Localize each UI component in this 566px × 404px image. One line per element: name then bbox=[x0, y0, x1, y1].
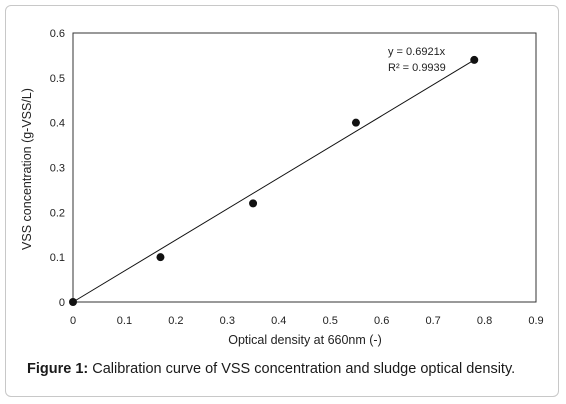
x-tick-label: 0 bbox=[70, 315, 76, 327]
data-point bbox=[69, 298, 77, 306]
y-tick-label: 0.3 bbox=[50, 163, 65, 175]
y-tick-label: 0 bbox=[59, 297, 65, 309]
caption-text: Calibration curve of VSS concentration a… bbox=[88, 361, 516, 377]
y-tick-label: 0.4 bbox=[50, 118, 65, 130]
trendline bbox=[72, 59, 475, 303]
x-tick-label: 0.9 bbox=[528, 315, 543, 327]
x-tick-label: 0.7 bbox=[425, 315, 440, 327]
caption-label: Figure 1: bbox=[27, 361, 89, 377]
y-axis-title: VSS concentration (g-VSS/L) bbox=[20, 88, 34, 250]
x-axis-title: Optical density at 660nm (-) bbox=[228, 333, 382, 347]
plot-area bbox=[72, 32, 537, 303]
y-tick-label: 0.1 bbox=[50, 252, 65, 264]
data-point bbox=[470, 55, 479, 64]
x-tick-label: 0.4 bbox=[271, 315, 286, 327]
figure-caption: Figure 1: Calibration curve of VSS conce… bbox=[27, 361, 557, 377]
trendline-equation: y = 0.6921x bbox=[388, 46, 446, 58]
data-point bbox=[351, 118, 360, 127]
x-tick-label: 0.2 bbox=[168, 315, 183, 327]
trendline-r2: R² = 0.9939 bbox=[388, 62, 446, 74]
x-tick-label: 0.8 bbox=[477, 315, 492, 327]
y-tick-label: 0.6 bbox=[50, 28, 65, 40]
x-tick-label: 0.1 bbox=[117, 315, 132, 327]
data-point bbox=[156, 253, 165, 262]
x-tick-label: 0.6 bbox=[374, 315, 389, 327]
data-point bbox=[249, 199, 258, 208]
x-tick-label: 0.5 bbox=[323, 315, 338, 327]
figure-frame bbox=[5, 5, 559, 397]
x-tick-label: 0.3 bbox=[220, 315, 235, 327]
y-tick-label: 0.2 bbox=[50, 207, 65, 219]
y-tick-label: 0.5 bbox=[50, 73, 65, 85]
